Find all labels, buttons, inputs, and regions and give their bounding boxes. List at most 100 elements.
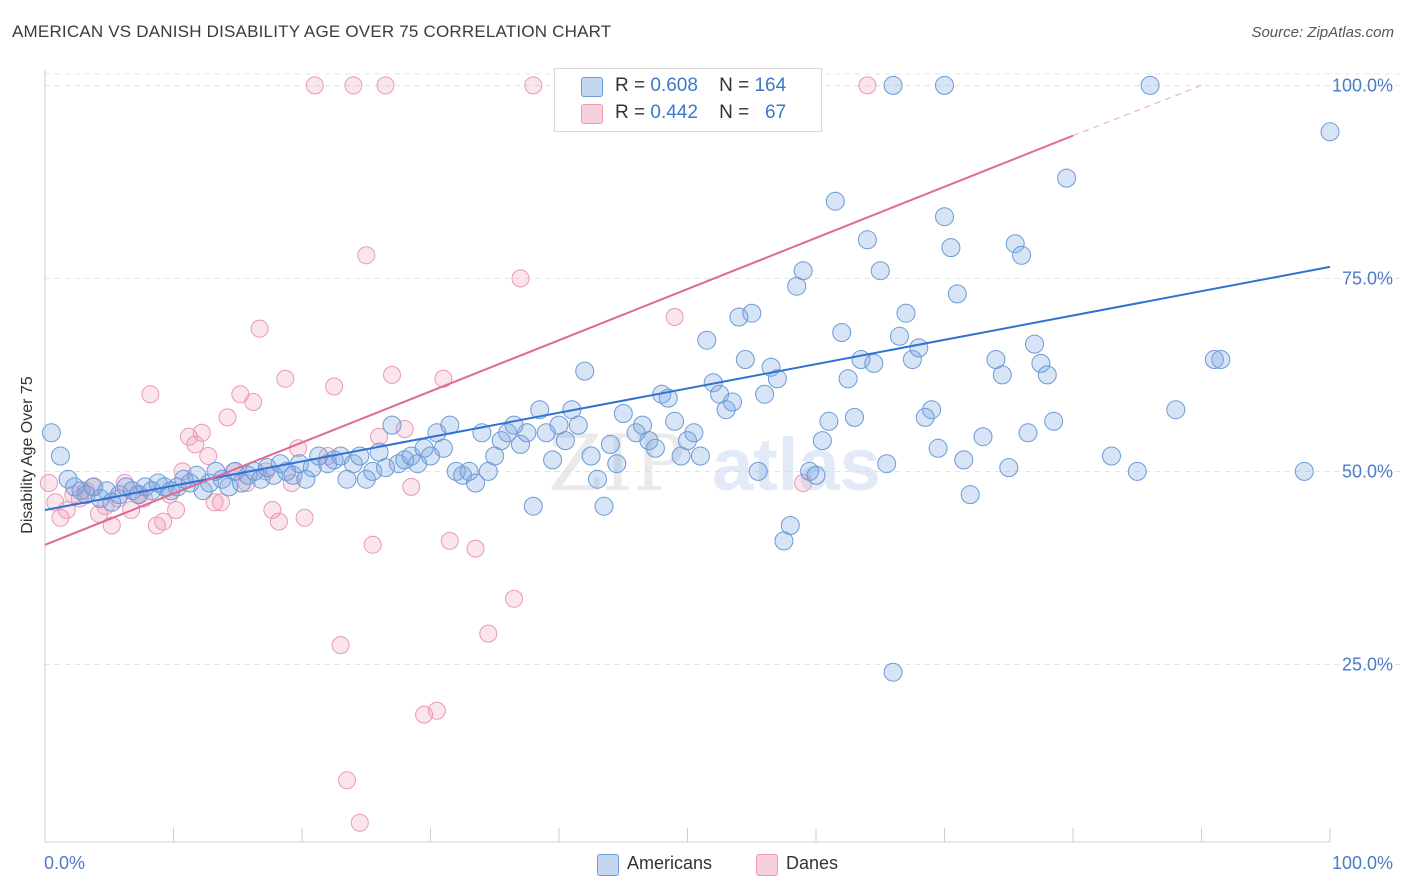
- danes-point: [305, 76, 324, 95]
- danes-point: [244, 393, 263, 411]
- americans-point: [999, 458, 1019, 478]
- danes-point: [269, 512, 288, 531]
- source-label: Source: ZipAtlas.com: [1251, 24, 1394, 41]
- americans-point: [97, 481, 117, 501]
- x-tick-label: 0.0%: [44, 853, 85, 873]
- americans-point: [883, 75, 903, 95]
- danes-point: [440, 531, 459, 550]
- americans-point: [382, 415, 402, 435]
- americans-point: [1320, 122, 1340, 142]
- americans-point: [1044, 411, 1064, 431]
- americans-point: [935, 207, 954, 227]
- americans-point: [678, 431, 697, 451]
- danes-point: [192, 423, 211, 442]
- americans-point: [742, 303, 762, 323]
- danes-point: [167, 501, 186, 519]
- americans-point: [363, 461, 383, 481]
- americans-point: [690, 446, 710, 466]
- chart-legend: Americans Danes: [0, 852, 1406, 878]
- americans-point: [735, 350, 755, 369]
- americans-point: [433, 438, 453, 458]
- americans-point: [767, 369, 787, 389]
- danes-point: [212, 493, 230, 512]
- americans-point: [76, 485, 96, 505]
- americans-point: [806, 465, 826, 485]
- danes-point: [102, 516, 121, 535]
- americans-point: [825, 191, 845, 211]
- danes-point: [427, 701, 446, 720]
- danes-point: [466, 539, 485, 558]
- y-tick-label: 75.0%: [1342, 268, 1393, 288]
- americans-point: [376, 458, 395, 478]
- danes-point: [665, 308, 684, 326]
- danes-point: [524, 76, 543, 95]
- n-label: N =: [719, 102, 750, 123]
- americans-point: [941, 238, 961, 258]
- americans-point: [613, 404, 633, 423]
- legend-label-danes: Danes: [786, 853, 839, 873]
- stats-americans-text: R = 0.608 N = 164: [615, 75, 786, 97]
- danes-trend-extension: [1072, 84, 1202, 137]
- americans-point: [902, 350, 922, 369]
- watermark-atlas: atlas: [712, 423, 881, 506]
- r-value-danes: 0.442: [650, 102, 698, 123]
- americans-point: [780, 516, 800, 535]
- tick-labels: 25.0% 50.0% 75.0% 100.0% 0.0% 100.0%: [44, 75, 1393, 873]
- americans-point: [588, 469, 607, 489]
- americans-point: [665, 411, 685, 431]
- americans-point: [645, 438, 665, 458]
- americans-point: [857, 230, 877, 250]
- americans-point: [594, 496, 614, 516]
- americans-point: [58, 469, 78, 489]
- danes-point: [237, 474, 256, 492]
- n-value-danes: 67: [765, 102, 787, 123]
- legend-label-americans: Americans: [627, 853, 713, 873]
- americans-point: [459, 461, 479, 481]
- americans-point: [65, 477, 85, 497]
- danes-point: [479, 624, 498, 643]
- americans-point: [883, 662, 903, 682]
- americans-point: [928, 438, 948, 458]
- americans-point: [466, 473, 485, 493]
- americans-point: [530, 400, 550, 420]
- danes-point: [218, 408, 237, 427]
- americans-point: [819, 411, 839, 431]
- americans-point: [729, 307, 749, 327]
- americans-point: [832, 323, 852, 342]
- n-label: N =: [719, 75, 750, 96]
- americans-point: [84, 477, 104, 497]
- americans-point: [251, 469, 271, 489]
- americans-point: [748, 461, 768, 481]
- danes-point: [186, 435, 205, 454]
- americans-point: [1025, 334, 1044, 354]
- americans-point: [954, 450, 974, 470]
- americans-point: [793, 261, 813, 281]
- danes-point: [357, 246, 376, 265]
- r-value-americans: 0.608: [650, 75, 698, 96]
- danes-point: [858, 76, 877, 95]
- danes-point: [338, 771, 356, 790]
- r-label: R =: [615, 102, 646, 123]
- danes-point: [154, 512, 173, 531]
- danes-point: [199, 447, 218, 465]
- americans-point: [947, 284, 967, 304]
- danes-trend-line: [44, 134, 1074, 546]
- americans-point: [523, 496, 543, 516]
- americans-point: [845, 407, 864, 427]
- americans-point: [1140, 75, 1160, 95]
- americans-point: [543, 450, 563, 470]
- americans-point: [1037, 365, 1057, 385]
- americans-point: [1294, 461, 1314, 481]
- americans-point: [877, 454, 897, 474]
- americans-point: [568, 415, 588, 435]
- americans-point: [1211, 350, 1231, 369]
- americans-swatch: [581, 77, 603, 97]
- r-label: R =: [615, 75, 646, 96]
- americans-point: [1012, 245, 1032, 265]
- americans-point: [909, 338, 929, 358]
- danes-point: [331, 636, 350, 655]
- americans-point: [581, 446, 601, 466]
- x-tick-label: 100.0%: [1332, 853, 1393, 873]
- chart-title: AMERICAN VS DANISH DISABILITY AGE OVER 7…: [12, 22, 612, 41]
